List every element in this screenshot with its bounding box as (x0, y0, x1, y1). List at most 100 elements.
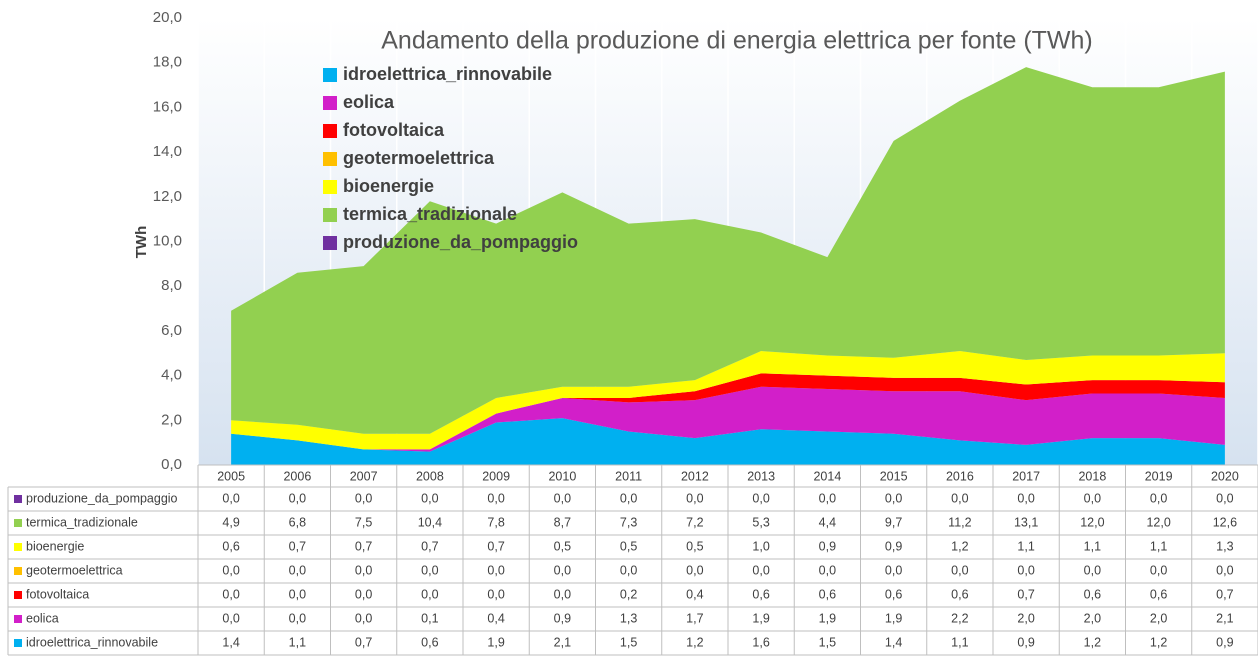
table-cell: 0,0 (487, 491, 504, 505)
table-cell: 0,0 (554, 563, 571, 577)
y-tick-label: 14,0 (153, 143, 182, 160)
table-cell: 0,5 (686, 539, 703, 553)
table-cell: 11,2 (948, 515, 971, 529)
table-cell: 7,5 (355, 515, 372, 529)
table-cell: 1,4 (885, 635, 902, 649)
table-cell: 0,6 (222, 539, 239, 553)
table-cell: 1,5 (620, 635, 637, 649)
table-legend-swatch (14, 567, 22, 575)
table-cell: 0,0 (355, 611, 372, 625)
table-cell: 0,6 (819, 587, 836, 601)
legend-swatch (323, 96, 337, 110)
table-cell: 0,6 (951, 587, 968, 601)
table-row-label: idroelettrica_rinnovabile (26, 635, 158, 649)
table-cell: 1,1 (289, 635, 306, 649)
x-tick-label: 2009 (482, 469, 510, 483)
legend-label: idroelettrica_rinnovabile (343, 64, 552, 84)
y-tick-label: 18,0 (153, 54, 182, 71)
table-cell: 2,0 (1017, 611, 1034, 625)
x-tick-label: 2020 (1211, 469, 1239, 483)
y-tick-label: 8,0 (161, 277, 182, 294)
y-tick-label: 0,0 (161, 456, 182, 473)
table-cell: 12,0 (1080, 515, 1104, 529)
y-tick-label: 20,0 (153, 9, 182, 26)
legend-swatch (323, 68, 337, 82)
table-cell: 5,3 (752, 515, 769, 529)
table-cell: 0,0 (620, 491, 637, 505)
table-cell: 0,0 (752, 563, 769, 577)
table-row-label: termica_tradizionale (26, 515, 138, 529)
table-cell: 1,1 (951, 635, 968, 649)
table-cell: 0,0 (421, 491, 438, 505)
table-cell: 0,0 (1150, 563, 1167, 577)
table-row-label: produzione_da_pompaggio (26, 491, 178, 505)
table-cell: 1,7 (686, 611, 703, 625)
table-cell: 0,9 (819, 539, 836, 553)
table-cell: 0,4 (686, 587, 703, 601)
table-cell: 0,0 (686, 491, 703, 505)
table-cell: 12,6 (1213, 515, 1237, 529)
table-row-label: eolica (26, 611, 59, 625)
table-cell: 0,0 (951, 563, 968, 577)
area (231, 418, 1225, 465)
table-cell: 2,2 (951, 611, 968, 625)
x-tick-label: 2010 (548, 469, 576, 483)
table-cell: 0,9 (885, 539, 902, 553)
table-cell: 0,0 (885, 491, 902, 505)
table-cell: 0,1 (421, 611, 438, 625)
table-cell: 1,3 (620, 611, 637, 625)
table-cell: 0,0 (819, 563, 836, 577)
y-tick-label: 10,0 (153, 232, 182, 249)
table-cell: 1,2 (686, 635, 703, 649)
table-cell: 0,0 (885, 563, 902, 577)
table-cell: 0,0 (222, 587, 239, 601)
y-axis-label: TWh (133, 226, 150, 258)
table-cell: 8,7 (554, 515, 571, 529)
x-tick-label: 2011 (615, 469, 642, 483)
x-tick-label: 2019 (1145, 469, 1173, 483)
table-cell: 0,0 (1216, 563, 1233, 577)
table-cell: 0,0 (1084, 491, 1101, 505)
table-legend-swatch (14, 495, 22, 503)
table-cell: 0,0 (355, 491, 372, 505)
x-tick-label: 2005 (217, 469, 245, 483)
area (231, 373, 1225, 450)
table-cell: 0,0 (1150, 491, 1167, 505)
table-cell: 0,0 (951, 491, 968, 505)
table-cell: 0,0 (487, 587, 504, 601)
table-legend-swatch (14, 543, 22, 551)
table-cell: 0,0 (289, 611, 306, 625)
table-cell: 1,4 (222, 635, 239, 649)
x-tick-label: 2018 (1078, 469, 1106, 483)
table-cell: 0,6 (885, 587, 902, 601)
y-tick-label: 16,0 (153, 98, 182, 115)
table-cell: 4,4 (819, 515, 836, 529)
table-cell: 0,9 (554, 611, 571, 625)
legend-swatch (323, 180, 337, 194)
table-cell: 0,0 (554, 491, 571, 505)
area (231, 386, 1225, 452)
table-cell: 0,7 (421, 539, 438, 553)
table-cell: 0,0 (421, 587, 438, 601)
table-cell: 0,9 (1216, 635, 1233, 649)
table-cell: 0,7 (355, 539, 372, 553)
table-cell: 0,9 (1017, 635, 1034, 649)
x-tick-label: 2006 (283, 469, 311, 483)
table-cell: 1,2 (1150, 635, 1167, 649)
table-cell: 0,0 (222, 611, 239, 625)
legend-swatch (323, 236, 337, 250)
table-cell: 0,0 (686, 563, 703, 577)
table-cell: 0,7 (289, 539, 306, 553)
table-cell: 0,0 (487, 563, 504, 577)
table-cell: 0,5 (554, 539, 571, 553)
table-cell: 7,3 (620, 515, 637, 529)
table-cell: 0,2 (620, 587, 637, 601)
table-cell: 0,7 (1017, 587, 1034, 601)
x-tick-label: 2017 (1012, 469, 1040, 483)
table-cell: 0,0 (289, 587, 306, 601)
table-cell: 7,2 (686, 515, 703, 529)
table-cell: 12,0 (1146, 515, 1170, 529)
table-cell: 0,0 (1017, 563, 1034, 577)
table-cell: 0,4 (487, 611, 504, 625)
table-cell: 0,0 (289, 491, 306, 505)
